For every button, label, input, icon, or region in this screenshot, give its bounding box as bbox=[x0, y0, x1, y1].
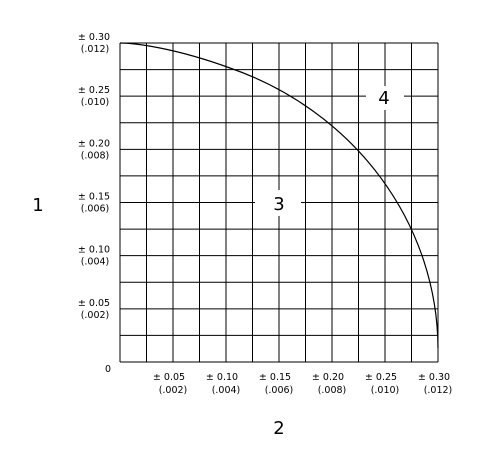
x-label-mm: ± 0.10 bbox=[206, 372, 238, 383]
y-label-inch: (.012) bbox=[81, 44, 110, 55]
y-label-mm: ± 0.15 bbox=[78, 192, 110, 203]
y-label-mm: ± 0.20 bbox=[78, 138, 110, 149]
callout: 1 bbox=[32, 195, 43, 216]
x-label-mm: ± 0.25 bbox=[365, 372, 397, 383]
y-label-inch: (.002) bbox=[81, 310, 110, 321]
callout-bg bbox=[255, 190, 301, 216]
y-label-mm: ± 0.05 bbox=[78, 298, 110, 309]
labels: ± 0.30(.012)± 0.25(.010)± 0.20(.008)± 0.… bbox=[78, 32, 452, 396]
x-label-mm: ± 0.15 bbox=[259, 372, 291, 383]
x-label-inch: (.012) bbox=[424, 385, 453, 396]
tolerance-curve bbox=[119, 42, 439, 349]
x-label-inch: (.006) bbox=[265, 385, 294, 396]
y-label-mm: ± 0.10 bbox=[78, 245, 110, 256]
callout: 2 bbox=[273, 418, 284, 439]
callout: 4 bbox=[378, 88, 389, 109]
x-label-inch: (.010) bbox=[371, 385, 400, 396]
y-label-inch: (.006) bbox=[81, 204, 110, 215]
x-label-inch: (.002) bbox=[159, 385, 188, 396]
y-label-inch: (.008) bbox=[81, 150, 110, 161]
x-label-inch: (.008) bbox=[318, 385, 347, 396]
y-label-mm: ± 0.25 bbox=[78, 85, 110, 96]
x-label-inch: (.004) bbox=[212, 385, 241, 396]
x-label-mm: ± 0.05 bbox=[153, 372, 185, 383]
y-label-inch: (.010) bbox=[81, 97, 110, 108]
origin-label: 0 bbox=[105, 364, 111, 375]
callout: 3 bbox=[273, 194, 284, 215]
y-label-mm: ± 0.30 bbox=[78, 32, 110, 43]
y-label-inch: (.004) bbox=[81, 257, 110, 268]
callout-bg bbox=[366, 86, 404, 110]
x-label-mm: ± 0.20 bbox=[312, 372, 344, 383]
x-label-mm: ± 0.30 bbox=[418, 372, 450, 383]
